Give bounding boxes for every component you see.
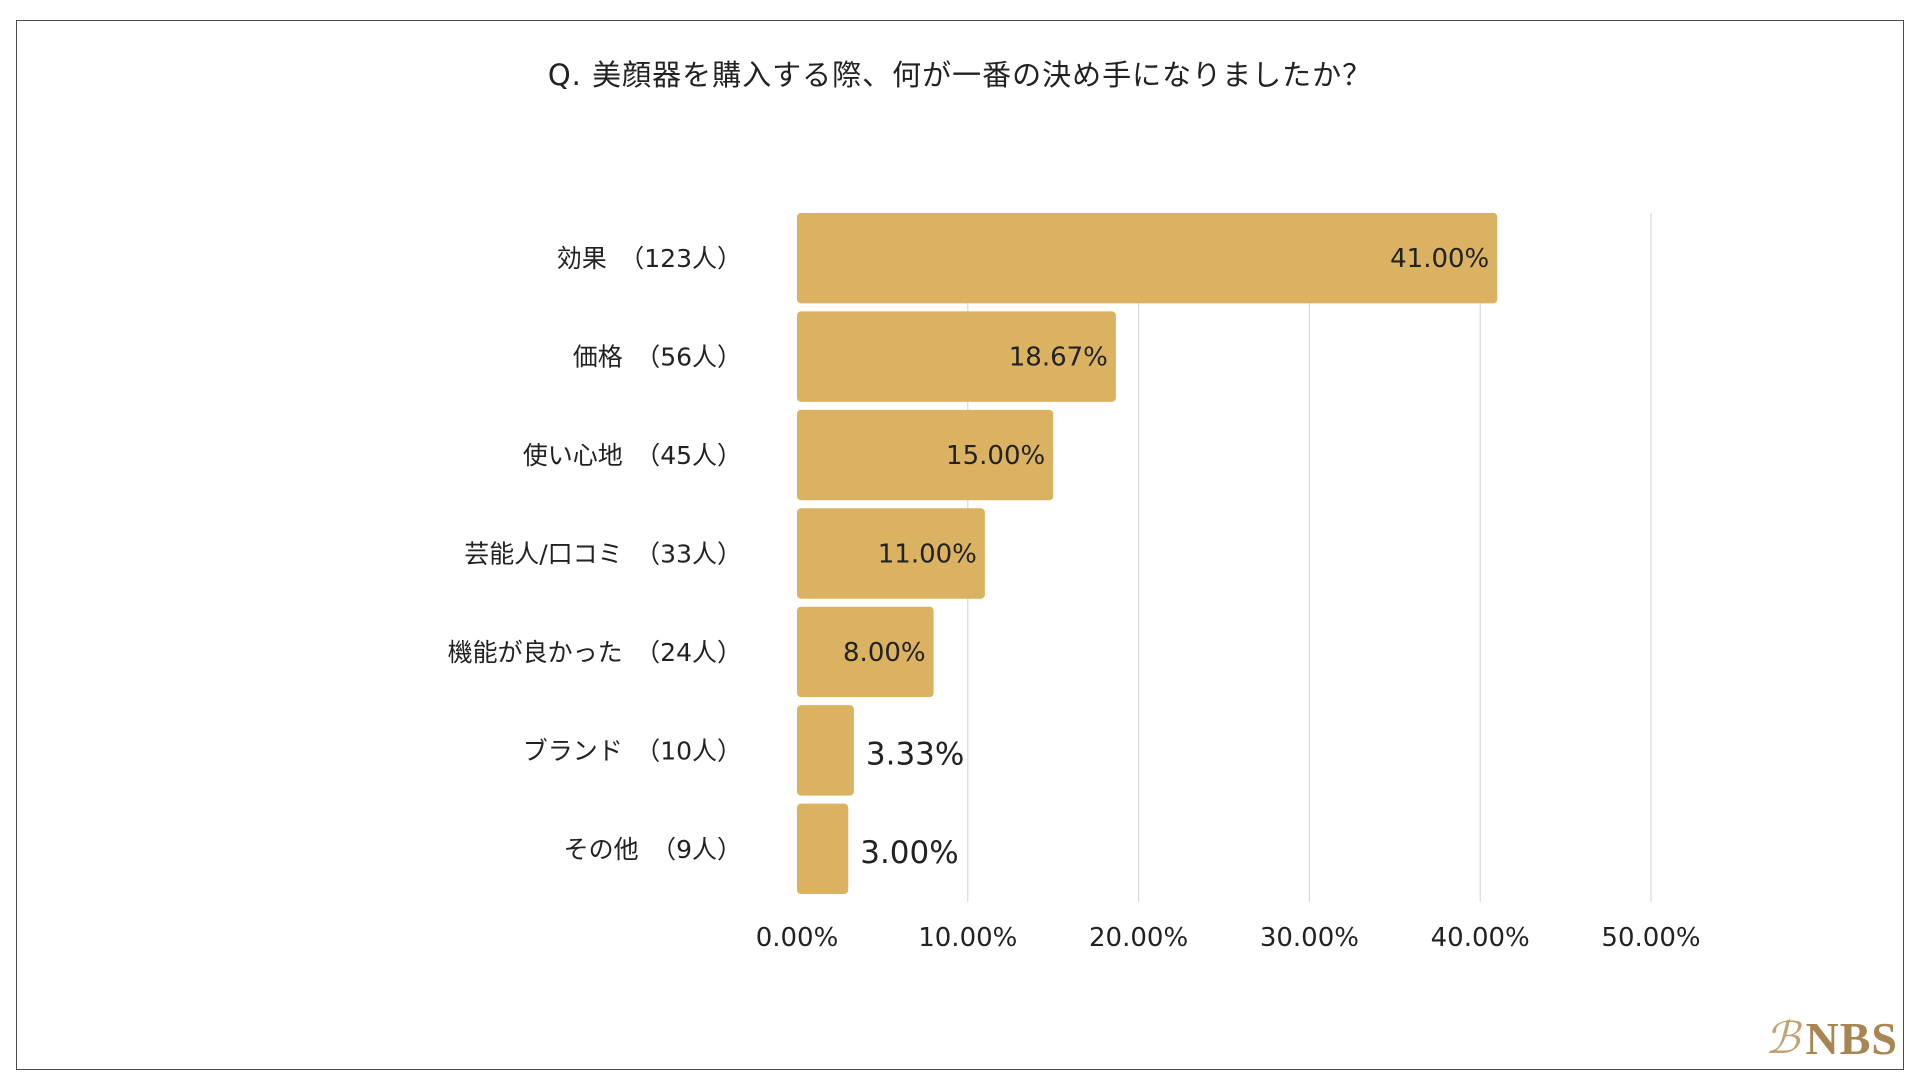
bar [797, 311, 1116, 402]
value-label: 15.00% [946, 441, 1045, 471]
grid-lines [967, 213, 1652, 902]
value-label: 41.00% [1390, 244, 1489, 274]
x-tick-label: 40.00% [1431, 923, 1530, 953]
value-label: 3.00% [860, 835, 958, 871]
bar [797, 606, 934, 698]
category-label: 使い心地 （45人） [523, 441, 742, 470]
x-tick-label: 0.00% [756, 923, 839, 953]
x-tick-label: 10.00% [918, 923, 1017, 953]
bar [797, 508, 985, 599]
logo-mark: ℬ [1764, 1013, 1800, 1064]
category-label: 芸能人/口コミ （33人） [464, 540, 742, 569]
x-tick-label: 50.00% [1601, 923, 1700, 953]
bar [797, 803, 849, 894]
category-label: 機能が良かった （24人） [448, 638, 742, 667]
value-label: 3.33% [866, 736, 964, 772]
value-label: 11.00% [878, 540, 977, 570]
value-labels: 41.00% 18.67% 15.00% 11.00% 8.00% 3.33% 3.00% [843, 244, 1489, 871]
category-label: その他 （9人） [564, 835, 742, 864]
bars [797, 213, 1498, 894]
nbs-logo: ℬ NBS [1765, 1016, 1898, 1062]
bar [797, 705, 854, 796]
x-tick-label: 20.00% [1089, 923, 1188, 953]
bar [797, 213, 1498, 304]
category-label: 価格 （56人） [573, 343, 742, 372]
chart-title: Q. 美顔器を購入する際、何が一番の決め手になりましたか？ [547, 58, 1373, 92]
category-label: ブランド （10人） [523, 736, 742, 765]
bar [797, 409, 1054, 501]
value-label: 18.67% [1009, 343, 1108, 373]
logo-text: NBS [1805, 1013, 1898, 1064]
value-label: 8.00% [843, 638, 926, 668]
category-label: 効果 （123人） [557, 244, 742, 273]
category-labels: 効果 （123人） 価格 （56人） 使い心地 （45人） 芸能人/口コミ （33人）… [448, 244, 742, 864]
x-tick-label: 30.00% [1260, 923, 1359, 953]
x-axis-ticks: 0.00% 10.00% 20.00% 30.00% 40.00% 50.00% [756, 923, 1701, 953]
